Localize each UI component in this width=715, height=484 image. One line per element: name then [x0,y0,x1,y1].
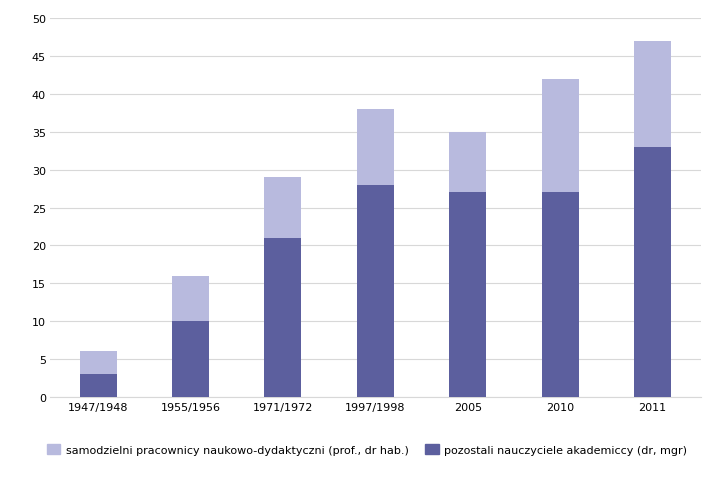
Bar [79,374,117,397]
Bar [449,193,486,397]
Bar [172,321,209,397]
Bar [79,351,117,374]
Bar [357,185,394,397]
Bar [265,178,302,238]
Bar [265,238,302,397]
Bar [542,80,578,193]
Bar [634,42,671,148]
Legend: samodzielni pracownicy naukowo-dydaktyczni (prof., dr hab.), pozostali nauczycie: samodzielni pracownicy naukowo-dydaktycz… [43,440,692,459]
Bar [542,193,578,397]
Bar [449,133,486,193]
Bar [172,276,209,321]
Bar [634,148,671,397]
Bar [357,110,394,185]
